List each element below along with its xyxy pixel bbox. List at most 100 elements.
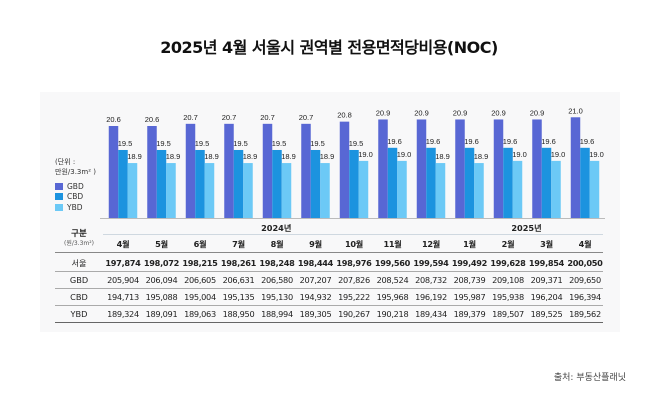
- table-cell: 189,379: [453, 308, 486, 319]
- bar-cbd: [233, 149, 244, 218]
- table-cell: 198,261: [220, 257, 257, 268]
- bar-ybd: [166, 163, 176, 218]
- corner-unit: (원/3.3m²): [63, 240, 94, 247]
- corner-label: 구분: [71, 229, 87, 239]
- month-header: 12월: [421, 239, 441, 249]
- bar-ybd: [281, 163, 292, 218]
- table-cell: 189,063: [184, 308, 216, 319]
- month-header: 7월: [232, 239, 245, 249]
- divider: [103, 234, 603, 235]
- data-label-cbd: 19.5: [272, 139, 287, 148]
- unit-label: (단위 : 만원/3.3m² ): [55, 157, 96, 177]
- table-cell: 206,580: [261, 274, 293, 285]
- data-label-gbd: 20.9: [376, 108, 391, 117]
- bar-gbd: [455, 119, 465, 218]
- table-cell: 199,628: [490, 257, 526, 268]
- data-label-gbd: 20.6: [145, 115, 160, 124]
- data-label-cbd: 19.5: [118, 139, 133, 148]
- legend-swatch: [55, 182, 63, 190]
- data-label-gbd: 20.7: [183, 113, 198, 122]
- bar-cbd: [387, 147, 398, 218]
- table-row: GBD 205,904 206,094 206,605 206,631 206,580 20…: [55, 271, 605, 288]
- table-cell: 189,091: [145, 308, 178, 319]
- table-cell: 188,994: [261, 308, 293, 319]
- table-cell: 194,713: [107, 291, 139, 302]
- bar-ybd: [320, 163, 330, 218]
- data-label-ybd: 19.0: [397, 150, 412, 159]
- table-row: CBD 194,713 195,088 195,004 195,135 195,130 19…: [55, 288, 605, 305]
- row-label: 서울: [71, 257, 87, 268]
- table-cell: 207,207: [299, 274, 332, 285]
- table-cell: 189,324: [107, 308, 139, 319]
- bar-gbd: [108, 126, 119, 218]
- bar-ybd: [474, 163, 484, 218]
- table-cell: 208,732: [415, 274, 447, 285]
- bar-gbd: [262, 123, 273, 218]
- data-label-cbd: 19.6: [503, 137, 518, 146]
- legend: GBD CBD YBD: [55, 181, 84, 213]
- divider: [55, 322, 603, 323]
- row-label: YBD: [70, 308, 88, 319]
- table-cell: 195,135: [222, 291, 255, 302]
- table-cell: 196,204: [530, 291, 563, 302]
- table-cell: 209,108: [492, 274, 524, 285]
- legend-item-gbd: GBD: [55, 181, 84, 192]
- table-cell: 206,631: [222, 274, 255, 285]
- bar-ybd: [243, 163, 253, 218]
- table-cell: 206,094: [145, 274, 178, 285]
- data-label-cbd: 19.5: [233, 139, 248, 148]
- month-header: 4월: [116, 239, 130, 249]
- bar-ybd: [204, 163, 215, 218]
- table-cell: 189,525: [530, 308, 563, 319]
- legend-item-cbd: CBD: [55, 192, 84, 203]
- table-cell: 195,938: [492, 291, 524, 302]
- data-label-cbd: 19.5: [156, 139, 171, 148]
- data-label-cbd: 19.5: [349, 139, 364, 148]
- table-row: YBD 189,324 189,091 189,063 188,950 188,994 18…: [55, 305, 605, 322]
- bar-gbd: [185, 123, 196, 218]
- table-cell: 199,560: [374, 257, 411, 268]
- bar-ybd: [358, 160, 369, 218]
- table-cell: 199,854: [528, 257, 565, 268]
- month-header: 2월: [501, 239, 515, 249]
- bar-cbd: [272, 149, 282, 218]
- row-label: GBD: [69, 274, 89, 285]
- month-header: 6월: [193, 239, 207, 249]
- divider: [55, 305, 603, 306]
- divider: [55, 271, 603, 272]
- bar-ybd: [589, 160, 600, 218]
- bar-cbd: [195, 149, 205, 218]
- table-cell: 189,562: [569, 308, 601, 319]
- data-label-gbd: 20.9: [491, 108, 506, 117]
- bar-cbd: [310, 149, 321, 218]
- data-label-gbd: 20.7: [222, 113, 237, 122]
- table-cell: 199,594: [413, 257, 449, 268]
- table-cell: 189,305: [299, 308, 332, 319]
- data-label-gbd: 20.8: [337, 111, 352, 120]
- table-cell: 189,434: [415, 308, 447, 319]
- legend-label: CBD: [67, 192, 84, 202]
- table-cell: 209,371: [530, 274, 563, 285]
- bar-gbd: [147, 126, 157, 218]
- data-label-ybd: 18.9: [281, 152, 296, 161]
- table-cell: 195,968: [376, 291, 409, 302]
- data-label-ybd: 18.9: [243, 152, 258, 161]
- divider: [55, 252, 603, 253]
- month-header: 4월: [578, 239, 592, 249]
- bar-ybd: [512, 160, 523, 218]
- data-label-ybd: 19.0: [551, 150, 566, 159]
- data-label-cbd: 19.6: [464, 137, 479, 146]
- month-header: 11월: [383, 239, 402, 249]
- table-cell: 198,248: [259, 257, 295, 268]
- bar-cbd: [464, 147, 475, 218]
- table-row: 서울 197,874 198,072 198,215 198,261 198,248 198…: [55, 254, 605, 271]
- table-cell: 189,507: [492, 308, 524, 319]
- data-label-gbd: 20.9: [530, 108, 545, 117]
- table-cell: 197,874: [105, 257, 141, 268]
- bar-gbd: [570, 117, 581, 218]
- table-cell: 194,932: [299, 291, 332, 302]
- data-label-ybd: 18.9: [166, 152, 181, 161]
- month-header: 3월: [540, 239, 553, 249]
- source-label: 출처: 부동산플래닛: [553, 373, 626, 383]
